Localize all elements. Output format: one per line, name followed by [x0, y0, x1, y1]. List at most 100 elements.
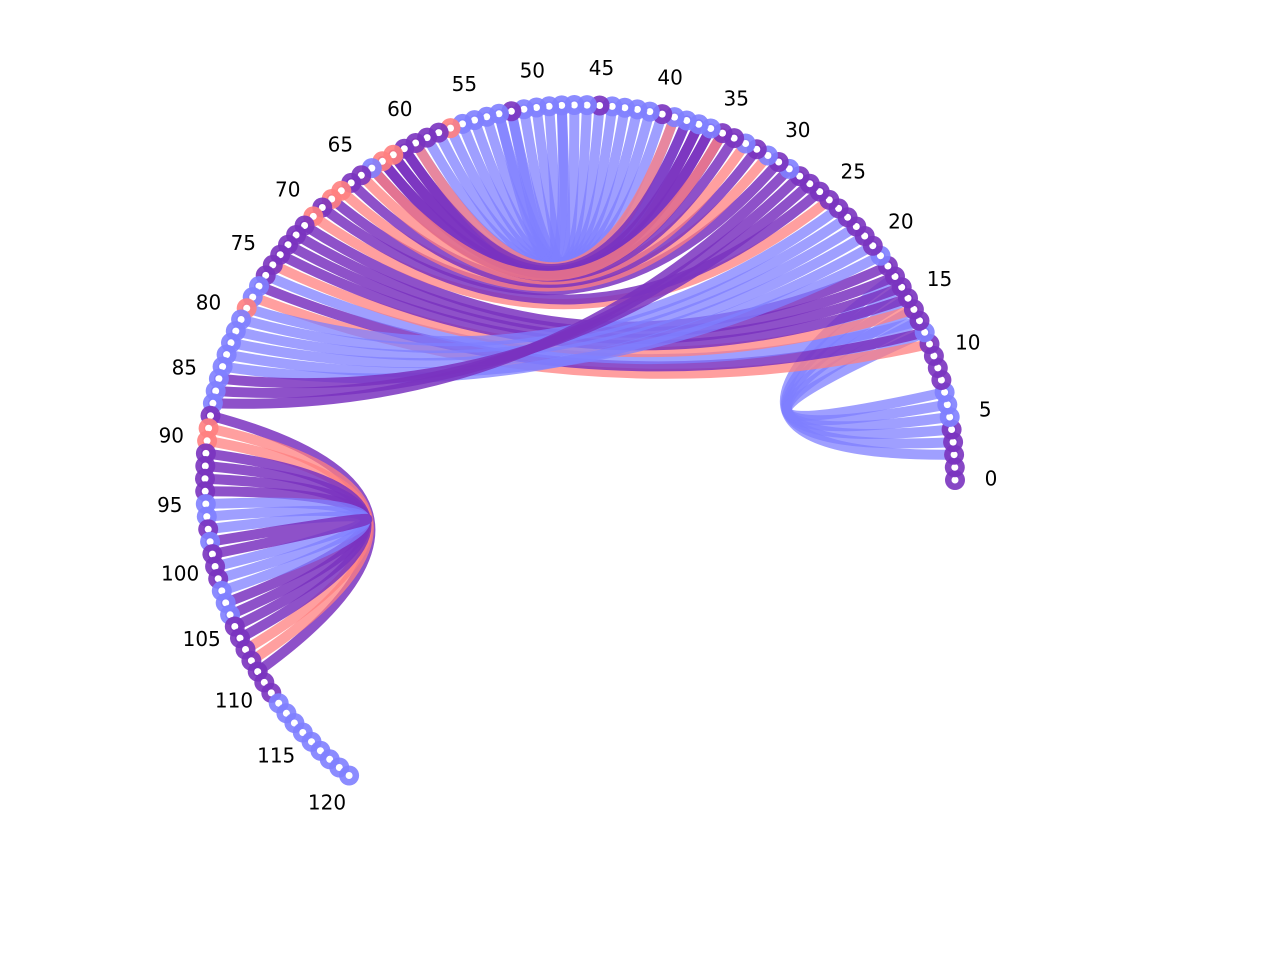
node-center-105 [231, 623, 239, 630]
tick-label-110: 110 [215, 688, 253, 712]
node-center-57 [447, 124, 454, 132]
tick-label-75: 75 [231, 231, 256, 255]
node-center-31 [764, 152, 772, 159]
node-center-66 [347, 179, 355, 187]
node-center-85 [215, 375, 223, 383]
node-center-17 [891, 273, 899, 280]
node-center-98 [206, 538, 214, 546]
node-center-71 [301, 222, 309, 229]
node-center-45 [596, 102, 604, 109]
node-center-119 [335, 764, 343, 771]
node-center-106 [236, 634, 244, 642]
node-center-95 [202, 500, 210, 508]
node-center-70 [309, 212, 317, 220]
node-center-73 [284, 241, 292, 249]
node-center-97 [204, 525, 212, 533]
tick-label-40: 40 [657, 66, 682, 90]
link-64-35 [366, 128, 728, 281]
link-29-87 [207, 163, 795, 409]
node-center-44 [608, 102, 616, 110]
node-center-69 [318, 204, 326, 211]
node-center-48 [558, 101, 566, 109]
node-center-52 [507, 107, 515, 115]
node-center-22 [852, 223, 860, 230]
node-center-74 [276, 251, 284, 259]
tick-label-100: 100 [161, 561, 199, 585]
node-center-83 [223, 351, 231, 359]
node-center-59 [423, 134, 431, 142]
link-12-77 [254, 281, 930, 372]
node-center-5 [946, 413, 954, 421]
node-center-47 [570, 101, 578, 109]
node-center-112 [275, 699, 283, 707]
tick-label-70: 70 [275, 178, 300, 202]
tick-label-10: 10 [955, 330, 980, 354]
node-center-51 [520, 105, 528, 113]
node-center-113 [282, 709, 290, 717]
node-center-108 [247, 657, 255, 665]
node-center-103 [222, 599, 230, 607]
node-center-4 [948, 426, 956, 433]
node-center-101 [214, 575, 222, 583]
node-center-13 [916, 317, 923, 325]
node-center-99 [208, 550, 216, 558]
node-center-23 [844, 213, 852, 221]
node-center-11 [926, 340, 933, 348]
link-26-69 [317, 186, 825, 305]
node-center-16 [898, 283, 906, 291]
node-center-53 [495, 110, 503, 118]
node-center-61 [400, 145, 408, 153]
node-center-58 [435, 129, 443, 137]
node-center-21 [861, 232, 869, 240]
node-center-79 [243, 304, 251, 312]
node-center-24 [835, 204, 843, 212]
node-center-39 [671, 113, 678, 121]
tick-label-30: 30 [785, 118, 810, 142]
tick-label-115: 115 [257, 743, 295, 767]
node-center-25 [825, 196, 833, 204]
node-center-114 [290, 719, 298, 727]
node-center-27 [806, 180, 814, 188]
tick-label-55: 55 [452, 72, 477, 96]
tick-labels-layer: 0 5 10 15 20 25 30 35 40 45 50 55 60 65 70 75 80 85 90 95 10… [157, 56, 997, 814]
tick-label-45: 45 [589, 56, 614, 80]
node-center-102 [218, 587, 226, 595]
node-center-63 [378, 157, 386, 165]
tick-label-65: 65 [328, 133, 353, 157]
node-center-26 [816, 188, 824, 196]
link-7-12 [781, 327, 950, 421]
node-center-80 [237, 316, 245, 323]
node-center-86 [212, 387, 220, 395]
link-21-82 [226, 231, 870, 369]
links-layer [200, 100, 960, 677]
node-center-118 [326, 755, 334, 763]
node-center-19 [877, 252, 884, 260]
tick-label-80: 80 [196, 291, 221, 315]
node-center-32 [753, 145, 761, 153]
node-center-14 [910, 305, 918, 313]
node-center-33 [742, 140, 750, 147]
node-center-104 [226, 611, 234, 619]
node-center-81 [232, 327, 240, 335]
node-center-115 [299, 729, 307, 736]
node-center-76 [262, 271, 270, 279]
node-center-84 [219, 363, 227, 371]
node-center-42 [633, 105, 641, 113]
node-center-30 [775, 158, 783, 166]
node-center-6 [943, 401, 951, 409]
nodes-layer [195, 95, 965, 786]
node-center-111 [267, 689, 275, 697]
node-center-77 [255, 282, 263, 290]
node-center-116 [308, 738, 315, 746]
node-center-107 [242, 646, 249, 653]
link-98-99 [205, 513, 373, 560]
node-center-1 [951, 463, 959, 471]
node-center-91 [202, 449, 210, 457]
node-center-2 [950, 451, 958, 459]
node-center-55 [471, 116, 478, 124]
node-center-10 [930, 352, 938, 360]
node-center-35 [719, 129, 726, 137]
node-center-92 [201, 462, 209, 470]
node-center-88 [207, 412, 214, 420]
